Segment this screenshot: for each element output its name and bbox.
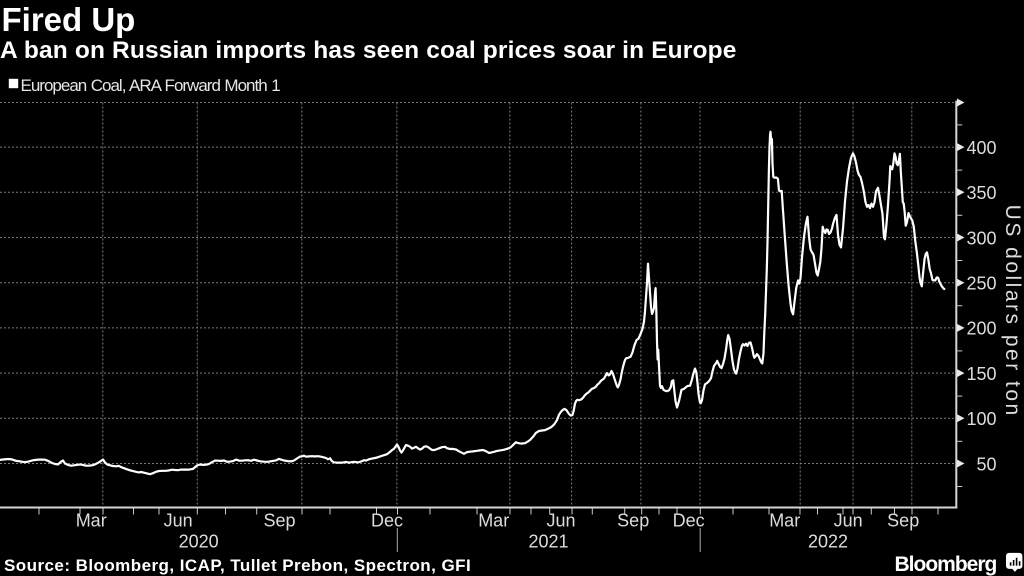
svg-text:Source: Bloomberg, ICAP, Tulle: Source: Bloomberg, ICAP, Tullet Prebon, … <box>4 556 471 575</box>
svg-text:150: 150 <box>966 364 996 384</box>
svg-text:Mar: Mar <box>769 511 800 531</box>
svg-text:Jun: Jun <box>164 511 193 531</box>
svg-text:300: 300 <box>966 228 996 248</box>
svg-text:2022: 2022 <box>808 532 848 552</box>
svg-text:Mar: Mar <box>76 511 107 531</box>
svg-text:250: 250 <box>966 274 996 294</box>
svg-text:Sep: Sep <box>887 511 919 531</box>
svg-text:Sep: Sep <box>263 511 295 531</box>
svg-text:Fired Up: Fired Up <box>2 1 136 38</box>
svg-text:Bloomberg: Bloomberg <box>895 553 997 576</box>
svg-text:100: 100 <box>966 409 996 429</box>
svg-text:European Coal, ARA Forward Mon: European Coal, ARA Forward Month 1 <box>21 76 281 95</box>
svg-text:350: 350 <box>966 183 996 203</box>
svg-text:2020: 2020 <box>179 532 219 552</box>
svg-text:US dollars per ton: US dollars per ton <box>1001 205 1024 418</box>
svg-text:2021: 2021 <box>528 532 568 552</box>
svg-text:400: 400 <box>966 138 996 158</box>
svg-text:50: 50 <box>976 454 996 474</box>
svg-text:Dec: Dec <box>673 511 705 531</box>
svg-text:Jun: Jun <box>546 511 575 531</box>
svg-text:Dec: Dec <box>371 511 403 531</box>
svg-text:A ban on Russian imports has s: A ban on Russian imports has seen coal p… <box>0 37 737 64</box>
svg-text:Sep: Sep <box>617 511 649 531</box>
svg-text:Jun: Jun <box>834 511 863 531</box>
svg-text:200: 200 <box>966 319 996 339</box>
svg-text:Mar: Mar <box>478 511 509 531</box>
